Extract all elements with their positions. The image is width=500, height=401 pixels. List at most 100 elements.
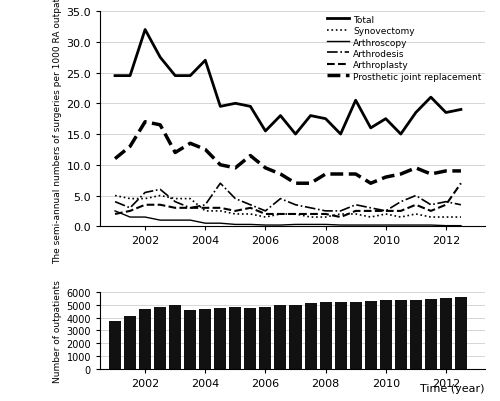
Arthroscopy (202, 221, 208, 226)
Total (112, 74, 118, 79)
Bar (244, 308, 256, 369)
Arthrodesis (382, 209, 388, 214)
Prosthetic joint replacement (292, 181, 298, 186)
Arthroplasty (248, 206, 254, 211)
Arthroscopy (352, 223, 358, 228)
Y-axis label: The semi-annual numbers of surgeries per 1000 RA outpatients: The semi-annual numbers of surgeries per… (53, 0, 62, 263)
Arthroplasty (428, 209, 434, 214)
Arthrodesis (278, 197, 283, 202)
Prosthetic joint replacement (458, 169, 464, 174)
Line: Arthrodesis: Arthrodesis (115, 184, 461, 211)
Arthroscopy (248, 223, 254, 227)
Arthroplasty (278, 212, 283, 217)
Total (292, 132, 298, 137)
Bar (320, 302, 332, 369)
Arthroscopy (398, 223, 404, 228)
Arthroplasty (458, 181, 464, 186)
Arthroplasty (352, 209, 358, 214)
Synovectomy (338, 212, 344, 217)
Arthroscopy (112, 209, 118, 214)
Arthrodesis (202, 203, 208, 208)
Bar (410, 300, 422, 369)
Arthroscopy (338, 223, 344, 228)
Arthroscopy (262, 223, 268, 228)
Synovectomy (278, 212, 283, 217)
Arthrodesis (112, 200, 118, 205)
Synovectomy (172, 197, 178, 202)
Bar (200, 310, 211, 369)
Synovectomy (112, 194, 118, 198)
Prosthetic joint replacement (443, 169, 449, 174)
Synovectomy (308, 215, 314, 220)
Arthrodesis (187, 206, 193, 211)
Bar (154, 307, 166, 369)
Arthroplasty (413, 203, 419, 208)
Total (413, 111, 419, 115)
Total (278, 114, 283, 119)
Total (142, 28, 148, 33)
Total (127, 74, 133, 79)
Total (172, 74, 178, 79)
Arthroplasty (112, 212, 118, 217)
Synovectomy (292, 212, 298, 217)
Arthrodesis (248, 203, 254, 208)
Arthrodesis (338, 209, 344, 214)
Synovectomy (187, 197, 193, 202)
Prosthetic joint replacement (172, 151, 178, 156)
Bar (455, 298, 467, 369)
Prosthetic joint replacement (202, 148, 208, 152)
Line: Total: Total (115, 30, 461, 135)
Prosthetic joint replacement (322, 172, 328, 177)
Arthroscopy (292, 223, 298, 227)
Synovectomy (262, 215, 268, 220)
Bar (274, 306, 286, 369)
Text: Time (year): Time (year) (420, 383, 485, 393)
Prosthetic joint replacement (127, 144, 133, 149)
Total (262, 129, 268, 134)
Arthroscopy (172, 218, 178, 223)
Arthroplasty (338, 215, 344, 220)
Arthroscopy (368, 223, 374, 228)
Bar (169, 306, 181, 369)
Bar (380, 301, 392, 369)
Arthroplasty (262, 212, 268, 217)
Line: Synovectomy: Synovectomy (115, 196, 461, 217)
Arthroplasty (187, 206, 193, 211)
Arthroplasty (382, 209, 388, 214)
Prosthetic joint replacement (308, 181, 314, 186)
Arthrodesis (157, 188, 163, 192)
Synovectomy (443, 215, 449, 220)
Synovectomy (428, 215, 434, 220)
Arthrodesis (308, 206, 314, 211)
Arthroplasty (157, 203, 163, 208)
Total (157, 56, 163, 61)
Bar (124, 316, 136, 369)
Synovectomy (352, 212, 358, 217)
Prosthetic joint replacement (157, 123, 163, 128)
Total (248, 105, 254, 109)
Arthrodesis (352, 203, 358, 208)
Arthroscopy (218, 221, 224, 226)
Arthrodesis (142, 190, 148, 195)
Arthroplasty (398, 209, 404, 214)
Total (443, 111, 449, 115)
Prosthetic joint replacement (338, 172, 344, 177)
Total (322, 117, 328, 122)
Prosthetic joint replacement (248, 154, 254, 158)
Prosthetic joint replacement (218, 163, 224, 168)
Arthroplasty (322, 212, 328, 217)
Prosthetic joint replacement (428, 172, 434, 177)
Bar (230, 308, 241, 369)
Line: Arthroplasty: Arthroplasty (115, 184, 461, 217)
Arthroplasty (202, 206, 208, 211)
Bar (304, 303, 316, 369)
Total (232, 101, 238, 106)
Arthroscopy (278, 223, 283, 228)
Arthrodesis (172, 200, 178, 205)
Arthroscopy (157, 218, 163, 223)
Total (187, 74, 193, 79)
Arthroscopy (232, 223, 238, 227)
Bar (334, 302, 346, 369)
Prosthetic joint replacement (187, 142, 193, 146)
Arthroscopy (187, 218, 193, 223)
